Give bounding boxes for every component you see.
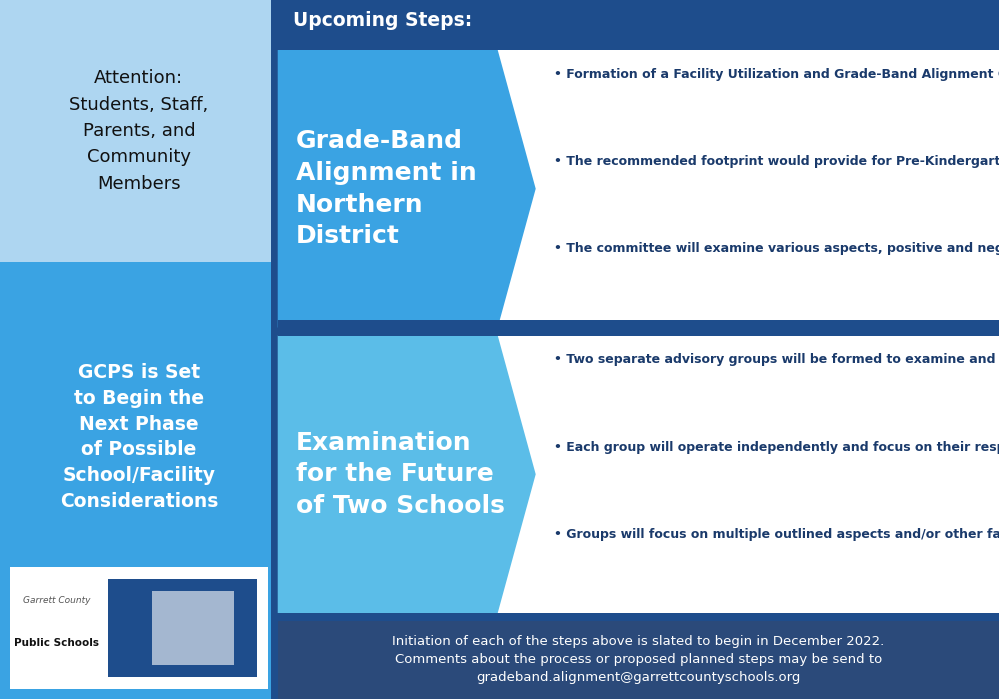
Text: Initiation of each of the steps above is slated to begin in December 2022.
Comme: Initiation of each of the steps above is… (393, 635, 884, 684)
FancyBboxPatch shape (278, 336, 999, 613)
FancyBboxPatch shape (278, 613, 999, 621)
Text: • Formation of a Facility Utilization and Grade-Band Alignment Committee to stud: • Formation of a Facility Utilization an… (553, 68, 999, 81)
FancyBboxPatch shape (278, 328, 999, 336)
Polygon shape (278, 50, 535, 328)
Text: Garrett County: Garrett County (23, 596, 90, 605)
Text: Public Schools: Public Schools (14, 637, 99, 647)
FancyBboxPatch shape (278, 319, 999, 328)
FancyBboxPatch shape (108, 579, 258, 677)
FancyBboxPatch shape (278, 0, 999, 42)
Text: • The committee will examine various aspects, positive and negative factors, and: • The committee will examine various asp… (553, 243, 999, 255)
Text: • Each group will operate independently and focus on their respective school: • Each group will operate independently … (553, 440, 999, 454)
FancyBboxPatch shape (278, 42, 999, 50)
Polygon shape (278, 336, 535, 613)
FancyBboxPatch shape (152, 591, 234, 665)
Text: GCPS is Set
to Begin the
Next Phase
of Possible
School/Facility
Considerations: GCPS is Set to Begin the Next Phase of P… (60, 363, 218, 511)
Text: • Two separate advisory groups will be formed to examine and make a recommendati: • Two separate advisory groups will be f… (553, 354, 999, 366)
FancyBboxPatch shape (271, 0, 278, 699)
Text: Grade-Band
Alignment in
Northern
District: Grade-Band Alignment in Northern Distric… (296, 129, 477, 248)
FancyBboxPatch shape (0, 262, 278, 699)
Text: Attention:
Students, Staff,
Parents, and
Community
Members: Attention: Students, Staff, Parents, and… (69, 69, 209, 193)
Text: • The recommended footprint would provide for Pre-Kindergarten-6th grades in ele: • The recommended footprint would provid… (553, 155, 999, 168)
FancyBboxPatch shape (278, 621, 999, 699)
Text: • Groups will focus on multiple outlined aspects and/or other factors enumerated: • Groups will focus on multiple outlined… (553, 528, 999, 541)
FancyBboxPatch shape (10, 567, 268, 689)
FancyBboxPatch shape (0, 0, 278, 262)
Text: Examination
for the Future
of Two Schools: Examination for the Future of Two School… (296, 431, 504, 518)
Text: Upcoming Steps:: Upcoming Steps: (293, 11, 472, 31)
FancyBboxPatch shape (278, 50, 999, 328)
